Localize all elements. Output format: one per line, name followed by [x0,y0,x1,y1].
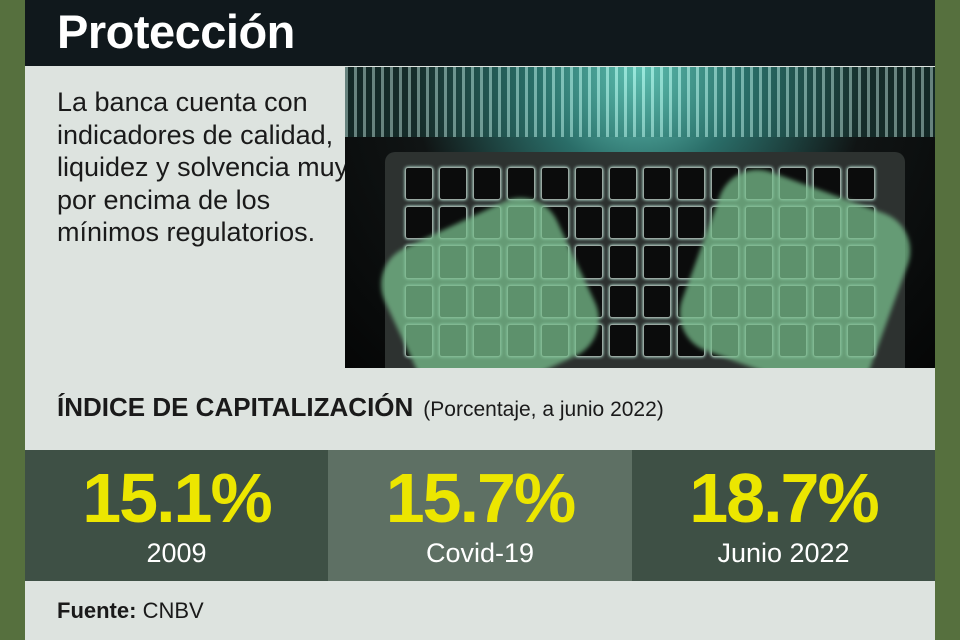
index-title: ÍNDICE DE CAPITALIZACIÓN [57,392,414,422]
key [847,167,875,201]
key [405,167,433,201]
key [575,206,603,240]
key [677,206,705,240]
source-label: Fuente: [57,598,137,623]
key [609,323,637,357]
key [643,206,671,240]
header: Protección [25,0,935,66]
stat-value: 15.7% [385,459,576,537]
stat-label: Covid-19 [425,538,535,568]
screen-code-glow [345,67,935,137]
laptop-hands-photo [345,67,935,368]
key [575,167,603,201]
key [643,323,671,357]
stat-box-junio-2022: 18.7% Junio 2022 [632,450,935,581]
stat-label: Junio 2022 [717,538,850,568]
stat-box-2009: 15.1% 2009 [25,450,328,581]
stat-box-covid: 15.7% Covid-19 [328,450,632,581]
key [439,167,467,201]
key [643,245,671,279]
key [677,167,705,201]
stat-value: 18.7% [689,459,879,537]
key [643,284,671,318]
infographic-panel: Protección La banca cuenta con indicador… [25,0,935,640]
key [473,167,501,201]
intro-text: La banca cuenta con indicadores de calid… [57,87,349,247]
index-heading: ÍNDICE DE CAPITALIZACIÓN (Porcentaje, a j… [57,392,664,423]
key [609,167,637,201]
source-value: CNBV [142,598,204,623]
key [541,167,569,201]
key [643,167,671,201]
page-title: Protección [57,5,295,58]
stat-label: 2009 [146,538,207,568]
index-subtitle: (Porcentaje, a junio 2022) [423,398,664,421]
stat-value: 15.1% [82,459,272,537]
key [507,167,535,201]
source: Fuente: CNBV [57,598,204,624]
key [609,284,637,318]
key [609,245,637,279]
key [609,206,637,240]
key [405,206,433,240]
